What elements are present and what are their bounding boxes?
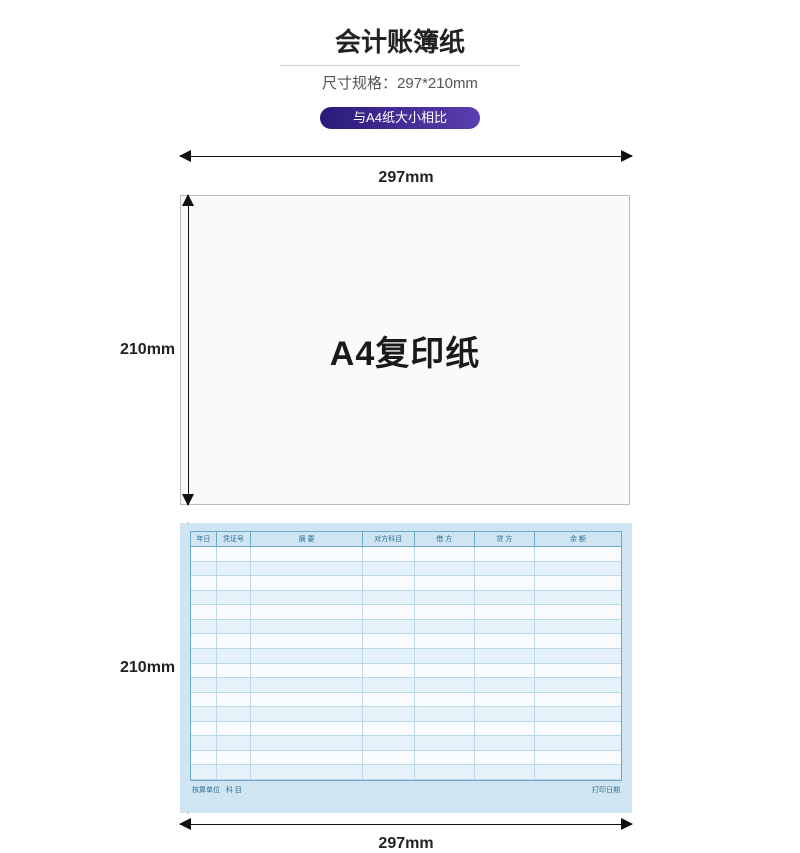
ledger-col-header: 摘 要: [251, 532, 363, 546]
table-row: [191, 664, 621, 679]
a4-row: 210mm A4复印纸: [120, 195, 680, 505]
ledger-col-header: 凭证号: [217, 532, 251, 546]
ledger-row-wrap: 210mm 年日凭证号摘 要对方科目借 方贷 方余 额 核算单位 科 目 打印日…: [120, 523, 680, 813]
ledger-footer-right: 打印日期: [592, 785, 620, 795]
height-arrow-a4: [179, 195, 180, 505]
table-row: [191, 634, 621, 649]
table-row: [191, 736, 621, 751]
ledger-col-header: 贷 方: [475, 532, 535, 546]
title-divider: [280, 65, 520, 66]
ledger-col-header: 年日: [191, 532, 217, 546]
ledger-footer-left: 核算单位 科 目: [192, 785, 242, 795]
table-row: [191, 605, 621, 620]
ledger-header: 年日凭证号摘 要对方科目借 方贷 方余 额: [191, 532, 621, 547]
table-row: [191, 678, 621, 693]
width-label-bottom: 297mm: [180, 835, 632, 853]
comparison-badge: 与A4纸大小相比: [320, 107, 480, 129]
width-arrow-top: [180, 147, 632, 167]
table-row: [191, 620, 621, 635]
height-label-a4: 210mm: [120, 341, 175, 359]
page-title: 会计账簿纸: [0, 0, 800, 59]
ledger-col-header: 借 方: [415, 532, 475, 546]
a4-label: A4复印纸: [330, 326, 480, 375]
table-row: [191, 576, 621, 591]
ledger-col-header: 对方科目: [363, 532, 415, 546]
ledger-sheet: 年日凭证号摘 要对方科目借 方贷 方余 额 核算单位 科 目 打印日期: [180, 523, 632, 813]
table-row: [191, 707, 621, 722]
table-row: [191, 765, 621, 780]
table-row: [191, 751, 621, 766]
ledger-grid: 年日凭证号摘 要对方科目借 方贷 方余 额: [190, 531, 622, 781]
table-row: [191, 547, 621, 562]
table-row: [191, 693, 621, 708]
ledger-col-header: 余 额: [535, 532, 621, 546]
table-row: [191, 562, 621, 577]
a4-sheet: A4复印纸: [180, 195, 630, 505]
table-row: [191, 649, 621, 664]
table-row: [191, 722, 621, 737]
size-diagram: 297mm 210mm A4复印纸 210mm 年日凭证号摘 要对方科目借 方: [120, 147, 680, 853]
height-label-ledger: 210mm: [120, 659, 175, 677]
ledger-body: [191, 547, 621, 780]
ledger-footer: 核算单位 科 目 打印日期: [190, 781, 622, 795]
width-label-top: 297mm: [180, 169, 632, 187]
page-subtitle: 尺寸规格：297*210mm: [0, 72, 800, 93]
width-arrow-bottom: [180, 815, 632, 831]
table-row: [191, 591, 621, 606]
